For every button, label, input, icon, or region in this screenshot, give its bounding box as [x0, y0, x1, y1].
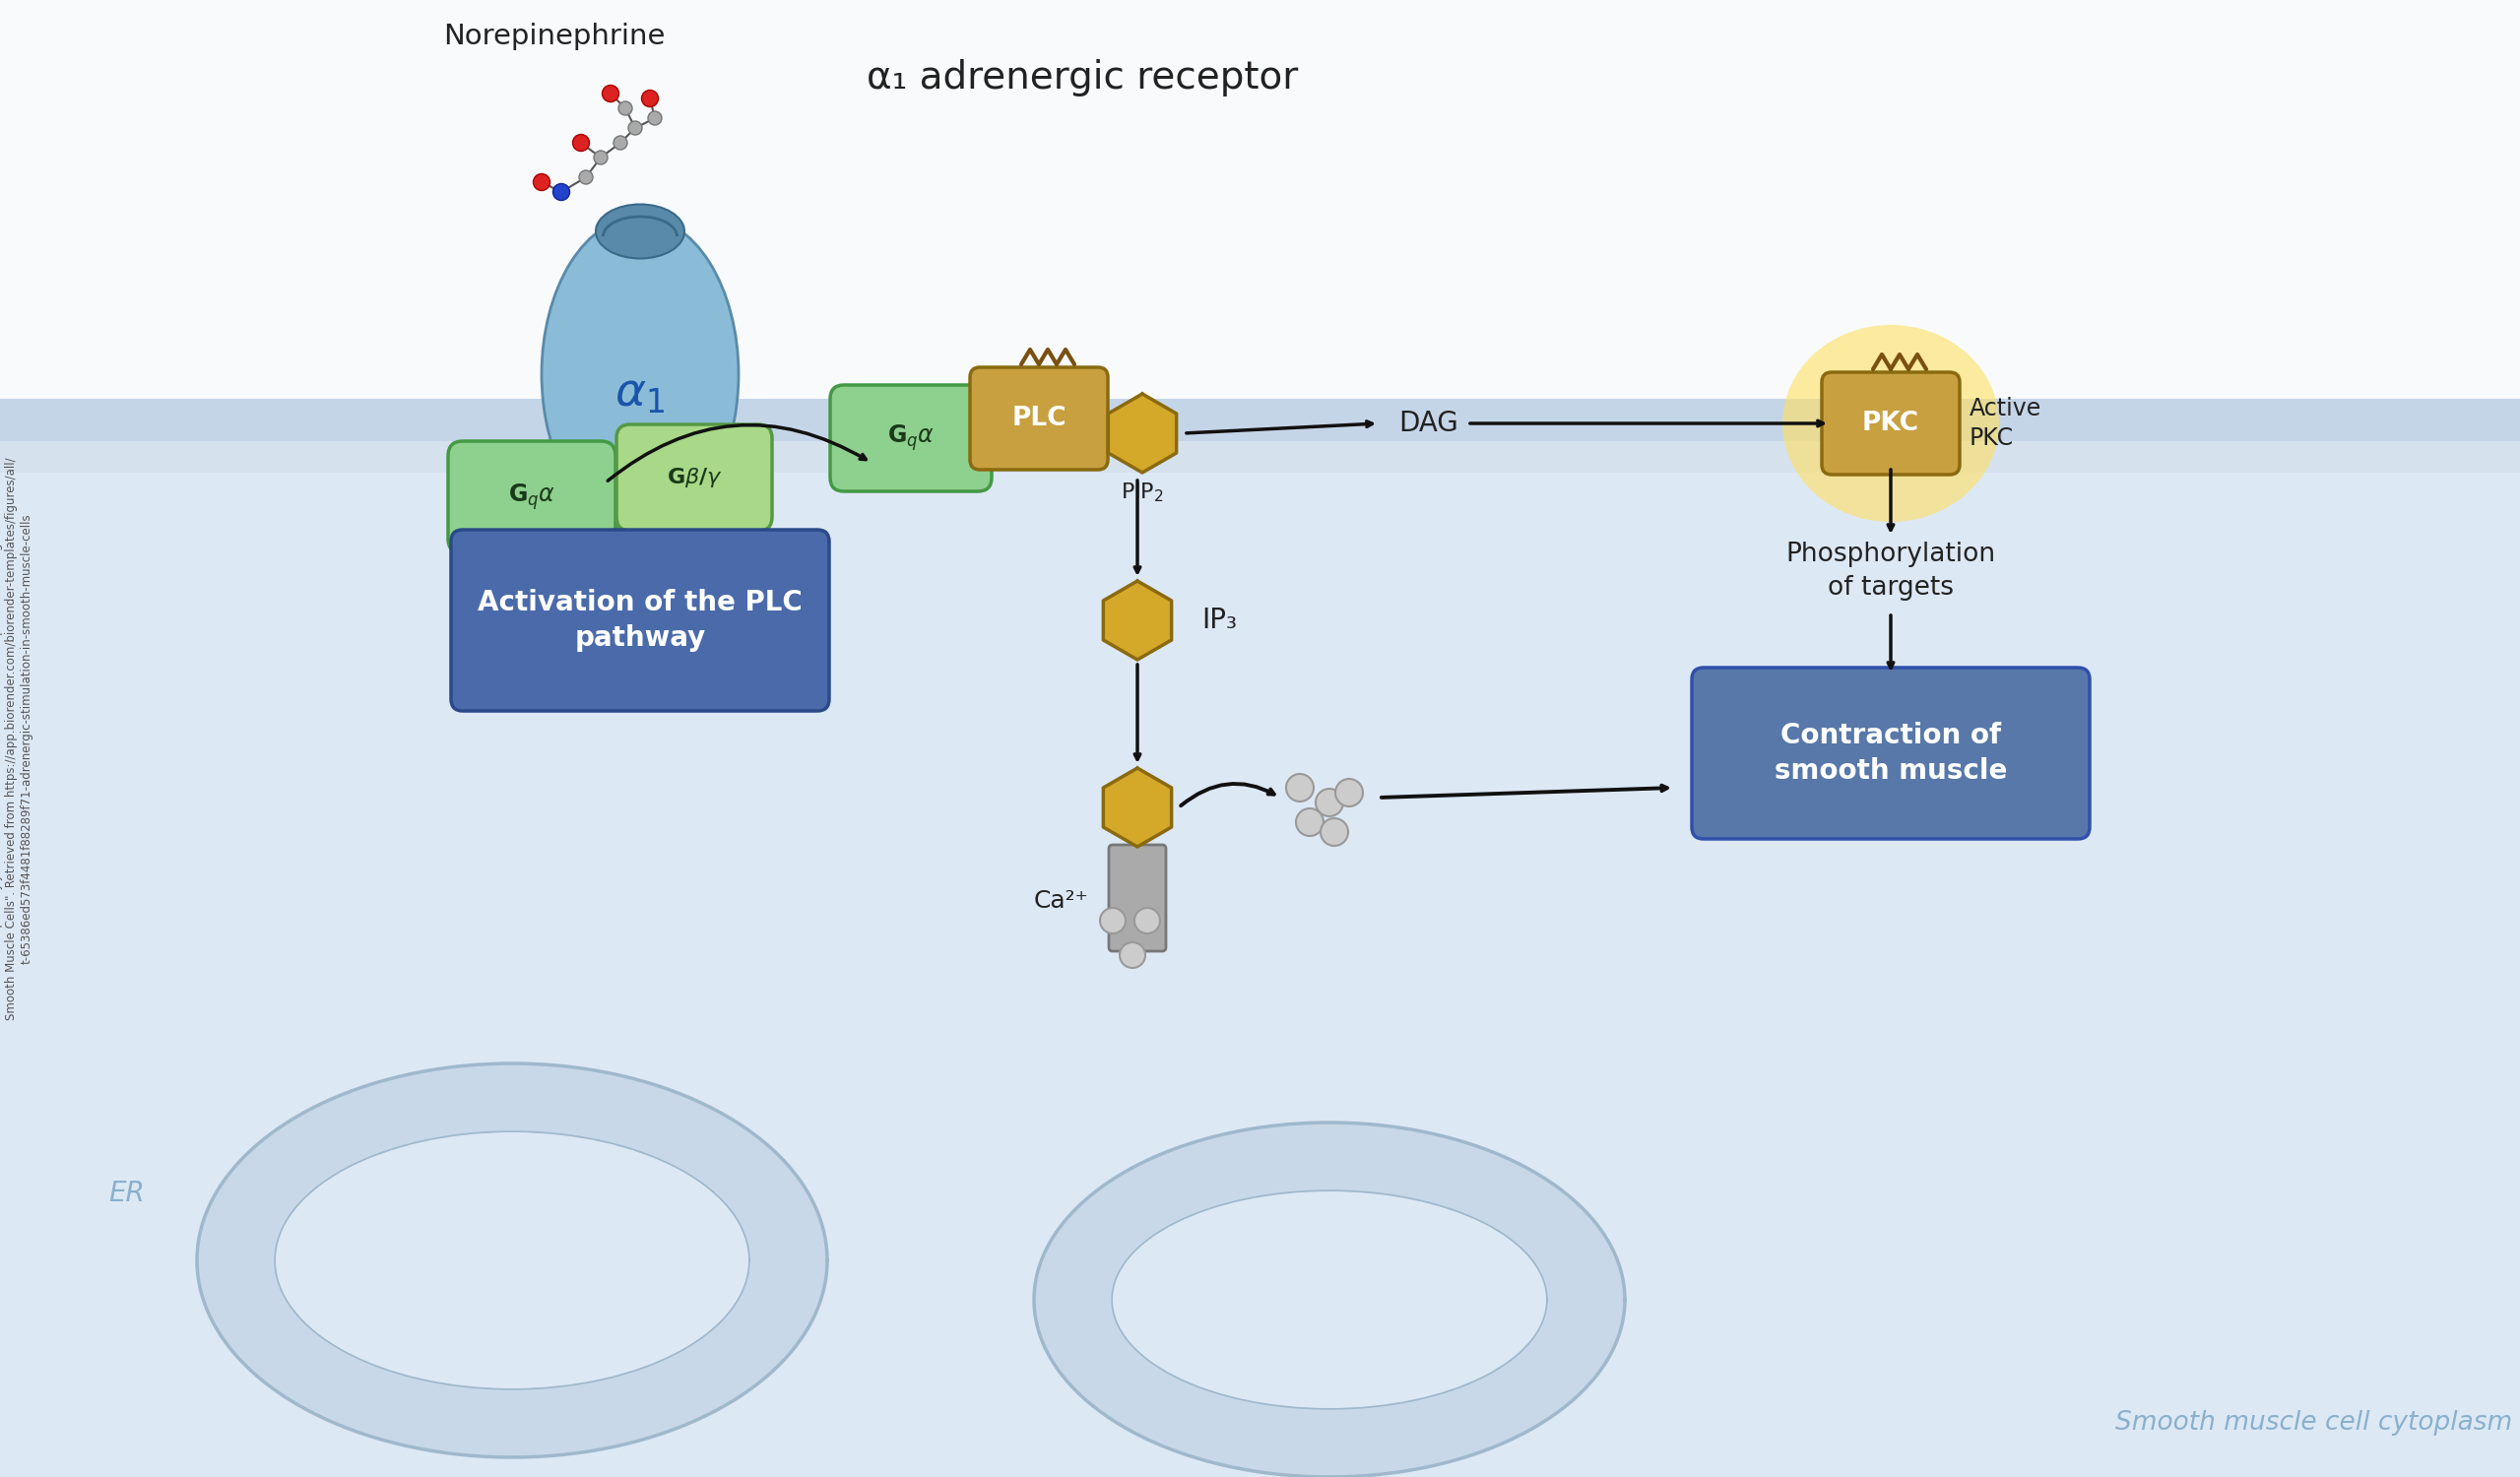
Text: Phosphorylation
of targets: Phosphorylation of targets [1787, 542, 1996, 601]
Ellipse shape [1782, 325, 1998, 521]
Bar [0, 399, 2520, 443]
Polygon shape [197, 1063, 827, 1458]
Text: Active
PKC: Active PKC [1971, 397, 2041, 450]
Bar [0, 414, 2520, 1477]
Ellipse shape [542, 217, 738, 532]
FancyBboxPatch shape [451, 530, 829, 710]
Text: Smooth muscle cell cytoplasm: Smooth muscle cell cytoplasm [2117, 1411, 2512, 1436]
Text: PKC: PKC [1862, 411, 1920, 436]
Text: Ca²⁺: Ca²⁺ [1033, 889, 1089, 913]
Text: G$\beta$/$\gamma$: G$\beta$/$\gamma$ [665, 465, 723, 489]
Circle shape [1336, 778, 1363, 806]
Circle shape [534, 174, 549, 191]
Circle shape [1134, 908, 1159, 933]
Circle shape [580, 170, 592, 185]
Circle shape [1295, 808, 1323, 836]
Text: α₁ adrenergic receptor: α₁ adrenergic receptor [867, 59, 1298, 96]
Text: Activation of the PLC
pathway: Activation of the PLC pathway [479, 588, 801, 653]
Text: CC BY-NC-ND Adapted by Jim Hutchins from the BioRender.com template "Adrenergic : CC BY-NC-ND Adapted by Jim Hutchins from… [0, 448, 33, 1029]
Circle shape [554, 185, 567, 199]
FancyBboxPatch shape [1109, 845, 1167, 951]
Circle shape [605, 87, 617, 100]
Text: $\alpha_1$: $\alpha_1$ [615, 372, 665, 417]
FancyBboxPatch shape [1822, 372, 1961, 474]
FancyBboxPatch shape [970, 368, 1109, 470]
Bar [0, 0, 2520, 443]
Bar [0, 442, 2520, 473]
Circle shape [595, 151, 607, 164]
Text: DAG: DAG [1399, 409, 1459, 437]
FancyBboxPatch shape [449, 442, 615, 554]
Circle shape [572, 134, 590, 151]
FancyBboxPatch shape [829, 385, 993, 492]
Text: G$_q\alpha$: G$_q\alpha$ [509, 482, 554, 513]
Text: Contraction of
smooth muscle: Contraction of smooth muscle [1774, 721, 2006, 786]
Circle shape [552, 183, 570, 201]
Text: PLC: PLC [1011, 406, 1066, 431]
Circle shape [643, 92, 658, 105]
Ellipse shape [275, 1133, 748, 1388]
Text: IP₃: IP₃ [1202, 607, 1237, 634]
Circle shape [1099, 908, 1126, 933]
Polygon shape [1104, 580, 1172, 660]
Circle shape [643, 90, 658, 106]
Polygon shape [1033, 1123, 1625, 1477]
Circle shape [1320, 818, 1348, 846]
Ellipse shape [595, 204, 685, 258]
Text: G$_q\alpha$: G$_q\alpha$ [887, 422, 935, 453]
Text: ER: ER [108, 1180, 144, 1207]
Text: Norepinephrine: Norepinephrine [444, 22, 665, 50]
Circle shape [1285, 774, 1313, 802]
Ellipse shape [1114, 1192, 1547, 1408]
FancyBboxPatch shape [1691, 668, 2089, 839]
Circle shape [617, 102, 633, 115]
Circle shape [602, 86, 620, 102]
Circle shape [1119, 942, 1144, 967]
Text: PIP$_2$: PIP$_2$ [1121, 480, 1164, 504]
Circle shape [1315, 789, 1343, 817]
Polygon shape [1109, 394, 1177, 473]
Circle shape [627, 121, 643, 134]
Polygon shape [1104, 768, 1172, 846]
FancyBboxPatch shape [617, 424, 771, 530]
Circle shape [648, 111, 663, 126]
Circle shape [612, 136, 627, 149]
